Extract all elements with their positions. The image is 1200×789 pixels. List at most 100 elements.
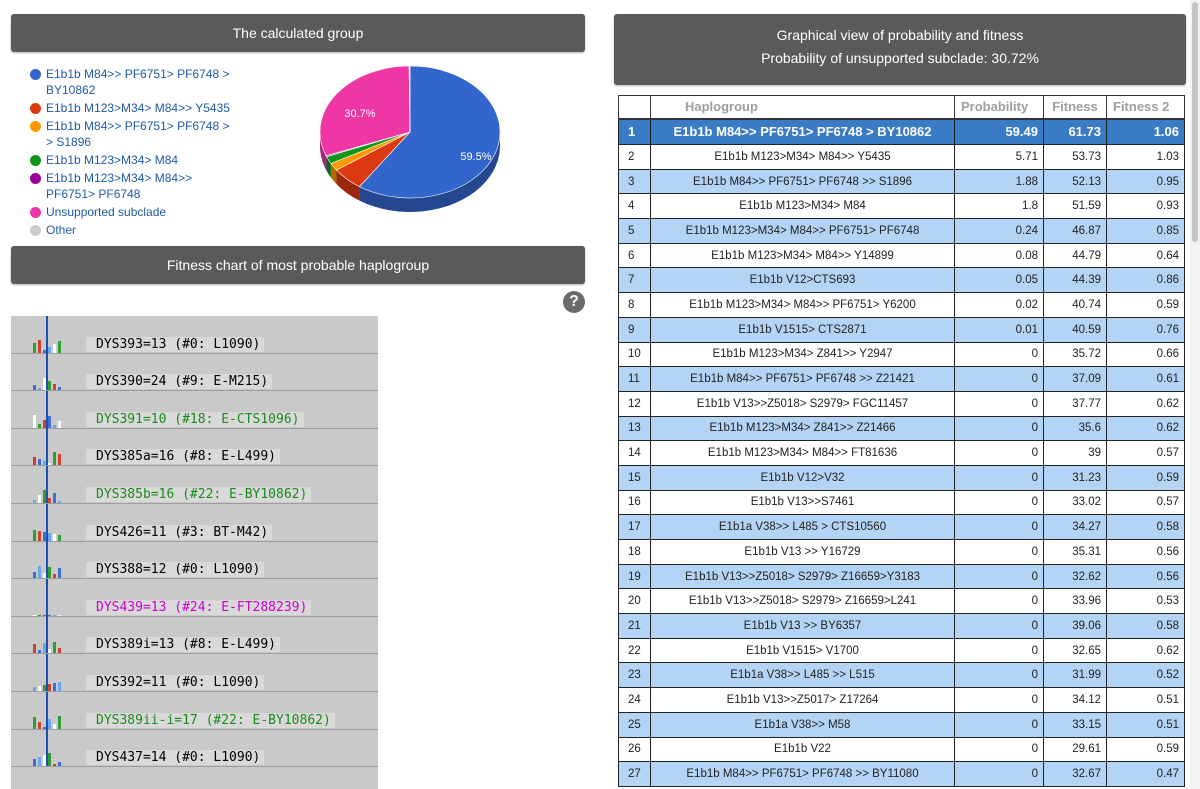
marker-center-line — [46, 390, 48, 429]
table-row[interactable]: 21 E1b1b V13 >> BY6357 0 39.06 0.58 — [618, 613, 1185, 639]
row-number: 24 — [618, 687, 651, 713]
fitness-marker-row: DYS388=12 (#0: L1090) — [11, 541, 378, 580]
histogram-bar — [38, 721, 41, 730]
col-header-fitness[interactable]: Fitness — [1043, 95, 1107, 120]
table-row[interactable]: 4 E1b1b M123>M34> M84 1.8 51.59 0.93 — [618, 193, 1185, 220]
fitness2-cell: 0.61 — [1106, 366, 1185, 392]
histogram-bar — [53, 723, 56, 730]
fitness-cell: 35.72 — [1043, 341, 1107, 368]
legend-item[interactable]: Other — [30, 222, 230, 238]
marker-baseline — [11, 502, 378, 504]
pie-slice[interactable] — [319, 65, 411, 157]
table-row[interactable]: 6 E1b1b M123>M34> M84>> Y14899 0.08 44.79 0.… — [618, 242, 1185, 269]
haplogroup-table-container: Haplogroup Probability Fitness Fitness 2… — [618, 95, 1185, 789]
table-row[interactable]: 12 E1b1b V13>>Z5018> S2979> FGC11457 0 37.7… — [618, 390, 1185, 417]
histogram-bar — [48, 649, 51, 655]
histogram-bar — [48, 567, 51, 580]
legend-color-dot — [30, 173, 41, 184]
table-row[interactable]: 15 E1b1b V12>V32 0 31.23 0.59 — [618, 464, 1185, 491]
fitness-marker-row: DYS385a=16 (#8: E-L499) — [11, 428, 378, 467]
table-row[interactable]: 26 E1b1b V22 0 29.61 0.59 — [618, 736, 1185, 763]
table-row[interactable]: 11 E1b1b M84>> PF6751> PF6748 >> Z21421 0 3… — [618, 366, 1185, 392]
haplogroup-cell: E1b1b V13>>Z5018> S2979> Z16659>Y3183 — [650, 563, 955, 590]
haplogroup-cell: E1b1b V13>>Z5018> S2979> FGC11457 — [650, 390, 955, 417]
pie-slice[interactable] — [408, 65, 411, 133]
table-row[interactable]: 20 E1b1b V13>>Z5018> S2979> Z16659>L241 0 3… — [618, 588, 1185, 615]
histogram-bar — [38, 339, 41, 354]
scrollbar-thumb[interactable] — [1192, 2, 1198, 242]
table-row[interactable]: 17 E1b1a V38>> L485 > CTS10560 0 34.27 0.58 — [618, 514, 1185, 540]
table-row[interactable]: 18 E1b1b V13 >> Y16729 0 35.31 0.56 — [618, 539, 1185, 565]
histogram-bar — [53, 642, 56, 655]
probability-cell: 59.49 — [954, 118, 1044, 145]
haplogroup-table: Haplogroup Probability Fitness Fitness 2… — [618, 95, 1185, 787]
table-row[interactable]: 22 E1b1b V1515> V1700 0 32.65 0.62 — [618, 637, 1185, 664]
legend-color-dot — [30, 69, 41, 80]
table-row[interactable]: 1 E1b1b M84>> PF6751> PF6748 > BY10862 59.… — [618, 118, 1185, 145]
haplogroup-cell: E1b1b M84>> PF6751> PF6748 >> Z21421 — [650, 366, 955, 392]
fitness-cell: 37.77 — [1043, 390, 1107, 417]
probability-cell: 0.08 — [954, 242, 1044, 269]
fitness2-cell: 0.59 — [1106, 736, 1185, 763]
col-header-probability[interactable]: Probability — [954, 95, 1044, 120]
legend-item[interactable]: E1b1b M84>> PF6751> PF6748 > BY10862 — [30, 66, 230, 98]
fitness2-cell: 0.86 — [1106, 267, 1185, 294]
pie-slice-side — [336, 170, 360, 201]
table-row[interactable]: 5 E1b1b M123>M34> M84>> PF6751> PF6748 0.2… — [618, 218, 1185, 244]
probability-cell: 0 — [954, 341, 1044, 368]
fitness-marker-row: DYS437=14 (#0: L1090) — [11, 729, 378, 768]
table-row[interactable]: 2 E1b1b M123>M34> M84>> Y5435 5.71 53.73 1.0… — [618, 144, 1185, 170]
table-row[interactable]: 14 E1b1b M123>M34> M84>> FT81636 0 39 0.57 — [618, 440, 1185, 466]
table-row[interactable]: 9 E1b1b V1515> CTS2871 0.01 40.59 0.76 — [618, 316, 1185, 343]
histogram-bar — [58, 715, 61, 730]
fitness2-cell: 0.95 — [1106, 168, 1185, 195]
table-row[interactable]: 7 E1b1b V12>CTS693 0.05 44.39 0.86 — [618, 267, 1185, 294]
fitness-cell: 31.99 — [1043, 662, 1107, 689]
table-row[interactable]: 23 E1b1a V38>> L485 >> L515 0 31.99 0.52 — [618, 662, 1185, 689]
fitness-cell: 40.59 — [1043, 316, 1107, 343]
table-row[interactable]: 13 E1b1b M123>M34> Z841>> Z21466 0 35.6 0.62 — [618, 415, 1185, 442]
histogram-bar — [58, 534, 61, 542]
probability-cell: 1.88 — [954, 168, 1044, 195]
marker-baseline — [11, 578, 378, 580]
legend-item[interactable]: Unsupported subclade — [30, 204, 230, 220]
marker-histogram — [11, 428, 91, 467]
table-row[interactable]: 8 E1b1b M123>M34> M84>> PF6751> Y6200 0.02… — [618, 292, 1185, 318]
histogram-bar — [58, 340, 61, 354]
probability-cell: 0.02 — [954, 292, 1044, 318]
legend-item[interactable]: E1b1b M123>M34> M84>> PF6751> PF6748 — [30, 170, 230, 202]
table-row[interactable]: 3 E1b1b M84>> PF6751> PF6748 >> S1896 1.88… — [618, 168, 1185, 195]
fitness2-cell: 0.62 — [1106, 637, 1185, 664]
col-header-fitness2[interactable]: Fitness 2 — [1106, 95, 1185, 120]
table-row[interactable]: 24 E1b1b V13>>Z5017> Z17264 0 34.12 0.51 — [618, 687, 1185, 713]
col-header-haplogroup[interactable]: Haplogroup — [650, 95, 955, 120]
fitness-marker-row: DYS426=11 (#3: BT-M42) — [11, 503, 378, 542]
row-number: 19 — [618, 563, 651, 590]
fitness-marker-row: DYS393=13 (#0: L1090) — [11, 316, 378, 354]
fitness-cell: 61.73 — [1043, 118, 1107, 145]
legend-item[interactable]: E1b1b M123>M34> M84>> Y5435 — [30, 100, 230, 116]
legend-label: E1b1b M84>> PF6751> PF6748 > > S1896 — [46, 119, 230, 149]
help-icon[interactable]: ? — [563, 291, 585, 313]
histogram-bar — [43, 531, 46, 542]
page-scrollbar[interactable] — [1190, 0, 1200, 789]
table-row[interactable]: 25 E1b1a V38>> M58 0 33.15 0.51 — [618, 711, 1185, 738]
table-row[interactable]: 16 E1b1b V13>>S7461 0 33.02 0.57 — [618, 489, 1185, 516]
calculated-group-title: The calculated group — [232, 25, 364, 41]
table-row[interactable]: 19 E1b1b V13>>Z5018> S2979> Z16659>Y3183 0… — [618, 563, 1185, 590]
haplogroup-cell: E1b1b M123>M34> M84>> Y5435 — [650, 144, 955, 170]
legend-item[interactable]: E1b1b M123>M34> M84 — [30, 152, 230, 168]
legend-item[interactable]: E1b1b M84>> PF6751> PF6748 > > S1896 — [30, 118, 230, 150]
histogram-bar — [48, 532, 51, 542]
table-row[interactable]: 10 E1b1b M123>M34> Z841>> Y2947 0 35.72 0.66 — [618, 341, 1185, 368]
haplogroup-cell: E1b1b V13>>Z5018> S2979> Z16659>L241 — [650, 588, 955, 615]
histogram-bar — [38, 685, 41, 692]
pie-slice[interactable] — [358, 65, 501, 199]
pie-slice-side — [320, 134, 327, 170]
marker-label: DYS426=11 (#3: BT-M42) — [86, 524, 273, 540]
marker-label: DYS390=24 (#9: E-M215) — [86, 374, 273, 390]
fitness-cell: 44.39 — [1043, 267, 1107, 294]
col-header-number[interactable] — [618, 95, 651, 120]
table-row[interactable]: 27 E1b1b M84>> PF6751> PF6748 >> BY11080 0… — [618, 761, 1185, 787]
pie-slice-side — [326, 156, 331, 178]
